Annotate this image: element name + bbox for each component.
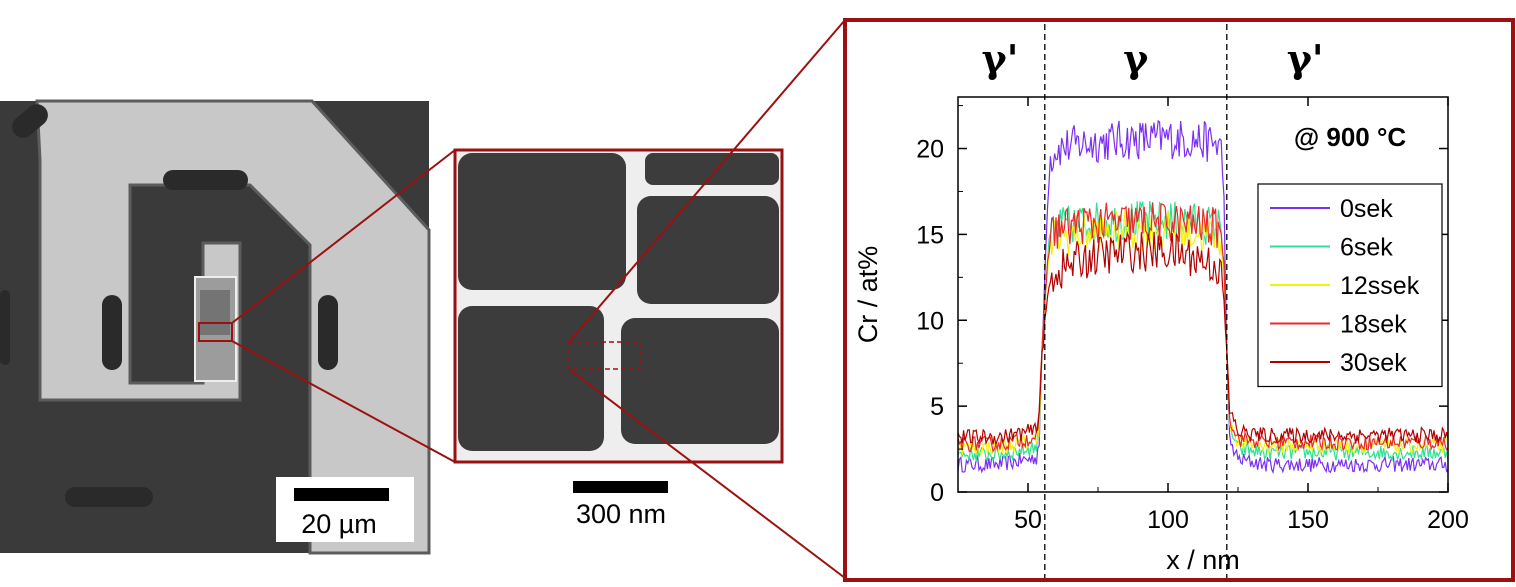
- chart-panel: γ' γ γ' 50 100 150 200 0 5 10 15 20 x / nm Cr / at% @ …: [843, 18, 1515, 582]
- x-tick-label: 100: [1147, 506, 1189, 534]
- y-tick-label: 5: [930, 393, 944, 421]
- plot-area-frame: [957, 96, 1449, 493]
- sem-slot: [0, 290, 10, 365]
- tem-scalebar: [573, 481, 668, 493]
- tem-precipitate: [637, 196, 779, 304]
- tem-selection-box: [568, 341, 641, 370]
- temperature-annotation: @ 900 °C: [1294, 122, 1407, 152]
- tem-scalebar-label: 300 nm: [576, 499, 666, 529]
- tem-frame: [453, 148, 784, 464]
- y-tick-label: 15: [916, 221, 944, 249]
- zoom-connector: [231, 149, 456, 324]
- sem-selection-box: [198, 322, 233, 342]
- sem-lamella-window: [200, 290, 230, 335]
- y-axis-label: Cr / at%: [853, 246, 883, 344]
- legend-label-18sek: 18sek: [1340, 311, 1407, 339]
- zoom-connector: [568, 19, 846, 343]
- chart-content: γ' γ γ' 50 100 150 200 0 5 10 15 20 x / nm Cr / at% @ …: [853, 24, 1469, 578]
- sem-scalebar-box: [276, 477, 414, 542]
- tem-precipitate: [458, 306, 604, 451]
- legend-label-0sek: 0sek: [1340, 195, 1393, 223]
- phase-label-1: γ': [982, 36, 1019, 81]
- sem-slot: [102, 295, 122, 370]
- zoom-connector: [231, 340, 456, 463]
- x-tick-label: 150: [1287, 506, 1329, 534]
- sem-slot: [163, 170, 248, 190]
- series-line-30sek: [957, 231, 1449, 446]
- legend-label-6sek: 6sek: [1340, 234, 1393, 262]
- tem-precipitate: [458, 153, 626, 290]
- phase-label-2: γ: [1123, 36, 1149, 81]
- sem-scalebar-label: 20 µm: [301, 509, 377, 539]
- x-tick-label: 50: [1014, 506, 1042, 534]
- legend-label-12ssek: 12ssek: [1340, 272, 1420, 300]
- tem-panel: 300 nm: [453, 148, 784, 529]
- sem-scalebar: [294, 488, 389, 501]
- tem-precipitate: [645, 153, 779, 185]
- x-axis-label: x / nm: [1166, 545, 1240, 575]
- sem-slot: [318, 295, 338, 370]
- sem-slot: [12, 104, 48, 138]
- sem-panel: 20 µm: [0, 99, 431, 555]
- phase-label-3: γ': [1287, 36, 1324, 81]
- y-tick-label: 10: [916, 307, 944, 335]
- tem-precipitate: [621, 318, 779, 444]
- legend-label-30sek: 30sek: [1340, 349, 1407, 377]
- x-tick-label: 200: [1427, 506, 1469, 534]
- zoom-connector: [568, 368, 846, 579]
- y-tick-label: 20: [916, 136, 944, 164]
- y-tick-label: 0: [930, 479, 944, 507]
- sem-slot: [65, 487, 153, 507]
